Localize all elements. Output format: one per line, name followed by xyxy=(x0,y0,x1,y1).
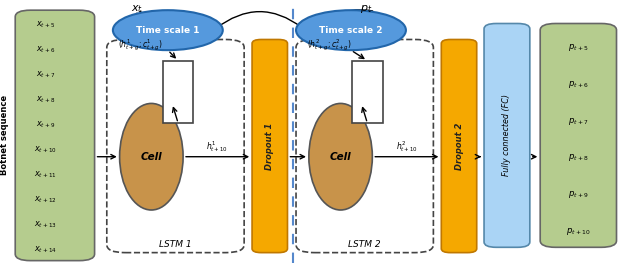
Text: $x_t$: $x_t$ xyxy=(131,3,144,15)
FancyBboxPatch shape xyxy=(441,39,477,253)
FancyBboxPatch shape xyxy=(540,23,617,247)
Text: $x_{t+13}$: $x_{t+13}$ xyxy=(34,220,57,230)
Text: Time scale 2: Time scale 2 xyxy=(319,26,383,35)
Ellipse shape xyxy=(120,103,183,210)
Text: Dropout 1: Dropout 1 xyxy=(265,122,275,170)
Text: Cell: Cell xyxy=(140,152,162,162)
Bar xyxy=(352,61,383,123)
Text: LSTM 1: LSTM 1 xyxy=(159,240,192,249)
Text: Time scale 1: Time scale 1 xyxy=(136,26,200,35)
Text: Fully connected (FC): Fully connected (FC) xyxy=(502,94,512,176)
FancyBboxPatch shape xyxy=(15,10,95,261)
Text: $p_{t+5}$: $p_{t+5}$ xyxy=(568,42,588,53)
Text: $(h^2_{t+g}; c^2_{t+g})$: $(h^2_{t+g}; c^2_{t+g})$ xyxy=(307,37,352,53)
Text: $x_{t+5}$: $x_{t+5}$ xyxy=(36,20,56,30)
Text: $p_{t+10}$: $p_{t+10}$ xyxy=(566,226,590,237)
Text: $x_{t+8}$: $x_{t+8}$ xyxy=(36,94,56,105)
Text: $x_{t+12}$: $x_{t+12}$ xyxy=(34,195,57,205)
Text: $x_{t+7}$: $x_{t+7}$ xyxy=(36,70,56,80)
Text: LSTM 2: LSTM 2 xyxy=(348,240,381,249)
Text: $p_{t+8}$: $p_{t+8}$ xyxy=(568,152,588,163)
Text: $x_{t+10}$: $x_{t+10}$ xyxy=(34,145,57,155)
Text: Botnet sequence: Botnet sequence xyxy=(0,95,9,176)
Text: $x_{t+9}$: $x_{t+9}$ xyxy=(36,120,56,130)
FancyBboxPatch shape xyxy=(484,23,530,247)
Ellipse shape xyxy=(113,10,223,50)
Text: $p_{t+9}$: $p_{t+9}$ xyxy=(568,189,588,200)
Text: $h^2_{t+10}$: $h^2_{t+10}$ xyxy=(396,139,417,154)
Text: $h^1_{t+10}$: $h^1_{t+10}$ xyxy=(207,139,228,154)
Text: $x_{t+6}$: $x_{t+6}$ xyxy=(36,45,56,55)
Text: Dropout 2: Dropout 2 xyxy=(454,122,464,170)
FancyBboxPatch shape xyxy=(252,39,288,253)
Ellipse shape xyxy=(309,103,373,210)
Text: $p_{t+7}$: $p_{t+7}$ xyxy=(568,116,588,127)
Text: $(h^1_{t+g}; c^1_{t+g})$: $(h^1_{t+g}; c^1_{t+g})$ xyxy=(118,37,163,53)
Text: Cell: Cell xyxy=(329,152,351,162)
Text: $x_{t+11}$: $x_{t+11}$ xyxy=(34,170,57,180)
Ellipse shape xyxy=(296,10,406,50)
Text: $p_{t+6}$: $p_{t+6}$ xyxy=(568,79,588,90)
Text: $p_t$: $p_t$ xyxy=(360,3,373,15)
Text: $x_{t+14}$: $x_{t+14}$ xyxy=(34,245,57,255)
Bar xyxy=(163,61,193,123)
